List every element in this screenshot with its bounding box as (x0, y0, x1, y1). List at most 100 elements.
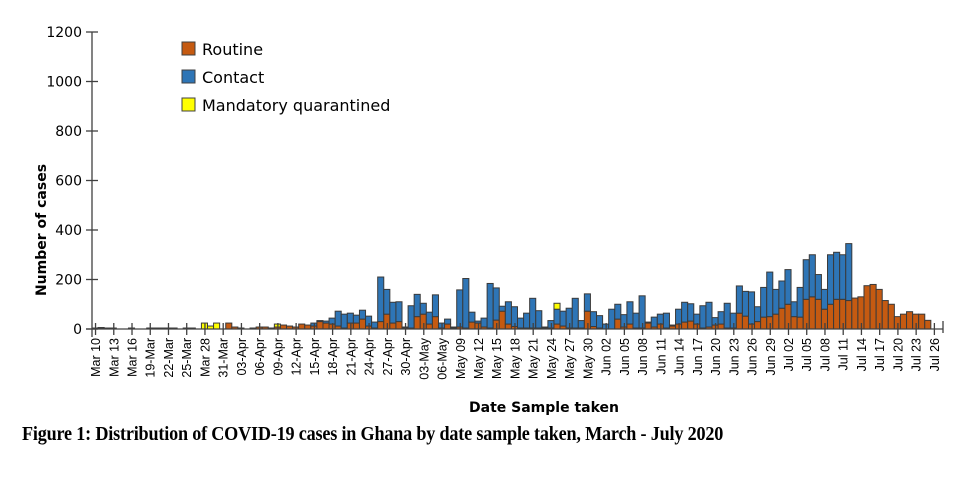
bar-contact (772, 288, 780, 315)
bar-routine (468, 321, 476, 330)
x-tick-label: May 12 (472, 338, 486, 379)
bar-routine (225, 322, 233, 330)
bar-routine (772, 313, 780, 330)
bar-contact (504, 301, 512, 325)
bar-contact (389, 301, 397, 324)
x-tick-label: May 15 (490, 338, 504, 379)
x-tick-label: Mar 10 (89, 338, 103, 377)
bar-contact (820, 288, 829, 310)
bar-contact (431, 294, 439, 318)
y-tick-label: 400 (55, 223, 82, 239)
bar-contact (839, 254, 847, 300)
bar-contact (644, 321, 652, 324)
bar-contact (668, 324, 677, 327)
bar-contact (444, 318, 452, 325)
bar-contact (632, 312, 640, 329)
bar-routine (851, 297, 859, 330)
bar-contact (650, 316, 658, 328)
figure-caption: Figure 1: Distribution of COVID-19 cases… (22, 424, 724, 445)
bar-routine (778, 307, 786, 330)
y-axis-title: Number of cases (34, 164, 50, 296)
bar-routine (395, 321, 403, 330)
bar-contact (790, 301, 798, 318)
bar-mandatory-quarantined (553, 302, 561, 310)
bar-routine (827, 303, 835, 330)
bar-contact (377, 276, 385, 323)
x-tick-label: Jul 02 (782, 338, 796, 371)
legend-swatch (181, 69, 196, 84)
legend: Routine Contact Mandatory quarantined (181, 40, 390, 115)
bar-contact (778, 280, 786, 309)
legend-swatch (181, 97, 196, 112)
bar-contact (705, 301, 713, 328)
y-tick-label: 0 (73, 322, 82, 338)
bar-routine (644, 322, 652, 330)
bar-contact (322, 320, 330, 324)
bar-contact (808, 254, 816, 298)
y-tick-label: 800 (55, 124, 82, 140)
x-tick-label: 22-Mar (162, 338, 176, 378)
bar-contact (735, 285, 743, 314)
bar-routine (881, 300, 889, 330)
bar-routine (425, 323, 433, 330)
bar-contact (492, 287, 500, 321)
bar-contact (656, 313, 664, 325)
x-tick-label: May 30 (581, 338, 595, 379)
bar-contact (498, 305, 506, 312)
x-tick-label: 25-Mar (180, 338, 194, 378)
x-tick-label: Mar 16 (126, 338, 140, 377)
bar-contact (456, 289, 464, 328)
bar-routine (358, 318, 367, 330)
bar-routine (498, 310, 506, 330)
bar-routine (431, 316, 439, 330)
x-tick-label: May 09 (454, 338, 468, 379)
x-tick-label: Jun 05 (618, 338, 632, 376)
bar-contact (814, 274, 822, 300)
x-tick-label: Jun 29 (764, 338, 778, 376)
bar-contact (596, 315, 604, 329)
bar-contact (419, 302, 427, 315)
bar-contact (589, 311, 598, 328)
bar-contact (450, 326, 458, 329)
legend-label: Mandatory quarantined (202, 96, 390, 115)
x-axis-title: Date Sample taken (469, 400, 619, 416)
bar-contact (760, 286, 768, 318)
bar-routine (352, 322, 360, 330)
bar-routine (504, 323, 512, 330)
bar-contact (687, 303, 695, 322)
x-tick-label: 24-Apr (363, 338, 377, 376)
bar-routine (924, 319, 932, 330)
bar-routine (553, 323, 561, 330)
x-tick-label: Jun 08 (636, 338, 650, 376)
bar-contact (717, 311, 725, 325)
x-tick-label: 15-Apr (308, 338, 322, 376)
bar-routine (906, 311, 914, 330)
x-tick-label: May 27 (563, 338, 577, 379)
legend-swatch (181, 41, 196, 56)
bar-routine (444, 323, 452, 330)
bar-contact (352, 314, 360, 324)
x-tick-label: 27-Apr (381, 338, 395, 376)
bar-contact (675, 308, 683, 325)
bar-contact (340, 313, 348, 329)
bar-routine (389, 322, 397, 330)
bar-contact (699, 305, 707, 329)
x-tick-label: Mar 13 (107, 338, 121, 377)
x-tick-label: Jul 08 (818, 338, 832, 371)
x-tick-label: Jun 23 (727, 338, 741, 376)
bar-routine (833, 298, 841, 330)
bar-routine (760, 316, 768, 330)
x-tick-label: Jun 17 (691, 338, 705, 376)
bar-contact (480, 317, 488, 328)
bar-contact (754, 306, 762, 323)
bar-routine (316, 321, 324, 330)
x-tick-label: 06-Apr (253, 338, 267, 376)
x-tick-label: 21-Apr (344, 338, 358, 376)
x-tick-label: Jun 14 (673, 338, 687, 376)
bar-contact (626, 301, 634, 325)
x-tick-label: Jul 23 (910, 338, 924, 371)
x-axis: Mar 10 Mar 13 Mar 16 19-Mar 22-Mar 25-Mar Mar … (86, 321, 944, 380)
bar-contact (346, 312, 354, 324)
x-tick-label: Jul 05 (800, 338, 814, 371)
x-tick-label: 12-Apr (290, 338, 304, 376)
